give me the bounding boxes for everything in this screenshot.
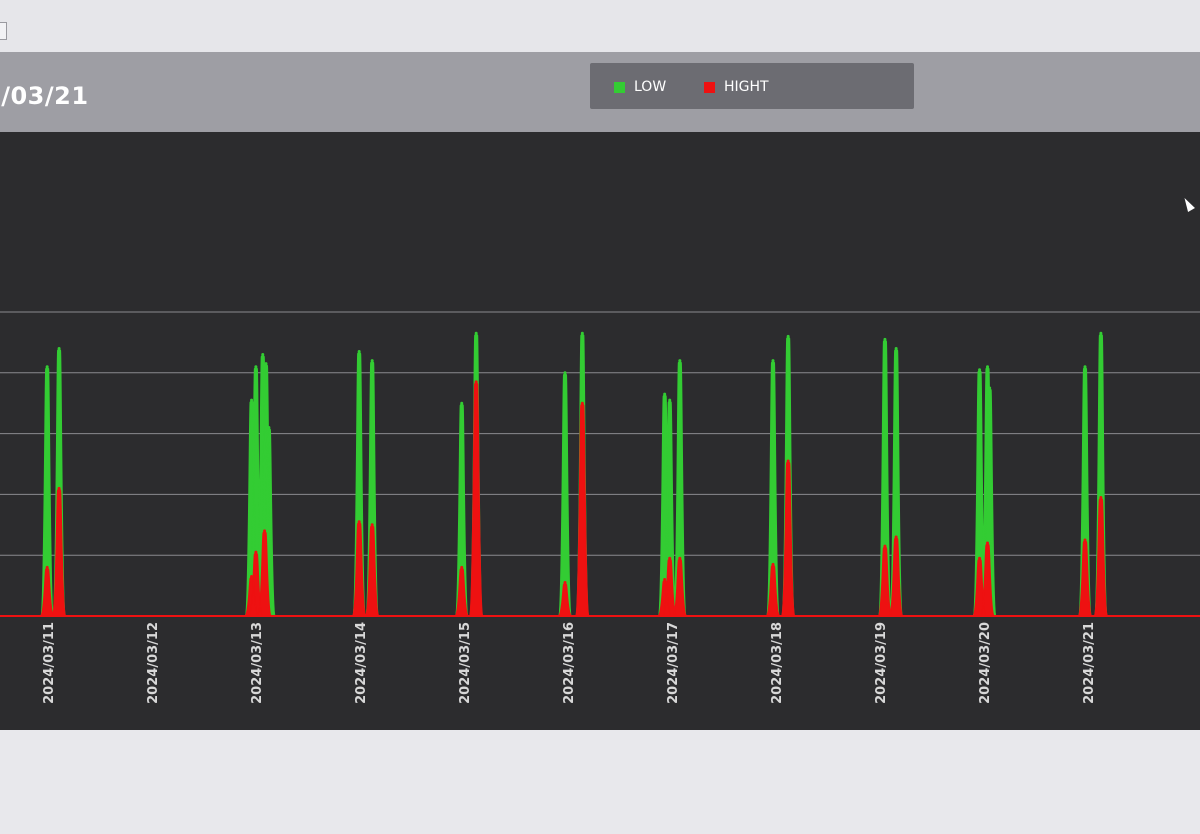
- x-tick-label: 2024/03/21: [1082, 622, 1097, 704]
- data-point-hight: [771, 562, 775, 566]
- data-point-low: [883, 337, 887, 341]
- data-point-low: [988, 386, 992, 390]
- data-point-low: [663, 392, 667, 396]
- data-point-hight: [663, 578, 667, 582]
- data-point-low: [261, 353, 265, 357]
- window-top-strip: [0, 0, 1200, 52]
- data-point-low: [357, 350, 361, 354]
- legend-label-low: LOW: [634, 79, 667, 95]
- data-point-low: [460, 401, 464, 405]
- data-point-low: [250, 398, 254, 402]
- x-tick-label: 2024/03/16: [562, 622, 577, 704]
- data-point-hight: [357, 520, 361, 524]
- legend-item-low[interactable]: LOW: [614, 79, 666, 95]
- window-control[interactable]: [0, 22, 7, 40]
- data-point-low: [254, 365, 258, 369]
- data-point-hight: [460, 565, 464, 569]
- x-tick-label: 2024/03/15: [458, 622, 473, 704]
- data-point-low: [678, 359, 682, 363]
- x-tick-label: 2024/03/12: [146, 622, 161, 704]
- data-point-low: [1083, 365, 1087, 369]
- x-tick-label: 2024/03/14: [354, 622, 369, 704]
- legend-item-hight[interactable]: HIGHT: [704, 79, 769, 95]
- data-point-hight: [250, 574, 254, 578]
- data-point-low: [894, 346, 898, 350]
- area-chart-svg: 2024/03/11 2024/03/12 2024/03/13 2024/03/14…: [0, 311, 1200, 704]
- data-point-low: [57, 346, 61, 350]
- data-point-hight: [786, 459, 790, 463]
- x-tick-label: 2024/03/18: [770, 622, 785, 704]
- data-point-low: [474, 331, 478, 335]
- data-point-hight: [45, 565, 49, 569]
- legend-label-hight: HIGHT: [724, 79, 769, 95]
- data-point-low: [786, 334, 790, 338]
- data-point-hight: [978, 556, 982, 560]
- data-point-hight: [474, 380, 478, 384]
- data-point-hight: [1083, 538, 1087, 542]
- x-tick-label: 2024/03/17: [666, 622, 681, 704]
- data-point-hight: [254, 550, 258, 554]
- x-tick-label: 2024/03/19: [874, 622, 889, 704]
- data-point-low: [370, 359, 374, 363]
- data-point-hight: [1099, 495, 1103, 499]
- data-point-hight: [263, 529, 267, 533]
- data-point-hight: [57, 486, 61, 490]
- data-point-hight: [894, 535, 898, 539]
- data-point-low: [563, 371, 567, 375]
- legend-swatch-hight: [704, 81, 715, 93]
- data-point-low: [771, 359, 775, 363]
- x-tick-label: 2024/03/11: [42, 622, 57, 704]
- data-point-low: [1099, 331, 1103, 335]
- page-title: 4/03/21: [0, 82, 89, 110]
- data-point-hight: [678, 556, 682, 560]
- data-point-low: [45, 365, 49, 369]
- legend-swatch-low: [614, 81, 625, 93]
- data-point-low: [978, 368, 982, 372]
- chart-legend: LOW HIGHT: [590, 63, 914, 109]
- data-point-low: [264, 362, 268, 366]
- data-point-hight: [580, 401, 584, 405]
- data-point-low: [668, 398, 672, 402]
- data-point-hight: [563, 581, 567, 585]
- data-point-low: [580, 331, 584, 335]
- series-low-area: [0, 332, 1200, 617]
- data-point-low: [267, 426, 271, 430]
- data-point-hight: [370, 523, 374, 527]
- window-bottom: [0, 730, 1200, 834]
- data-point-hight: [668, 556, 672, 560]
- series-hight-area: [0, 381, 1200, 617]
- x-tick-label: 2024/03/20: [978, 622, 993, 704]
- data-point-hight: [986, 541, 989, 545]
- x-tick-label: 2024/03/13: [250, 622, 265, 704]
- data-point-low: [986, 365, 989, 369]
- data-point-hight: [883, 544, 887, 548]
- chart-plot-area: 2024/03/11 2024/03/12 2024/03/13 2024/03/14…: [0, 132, 1200, 730]
